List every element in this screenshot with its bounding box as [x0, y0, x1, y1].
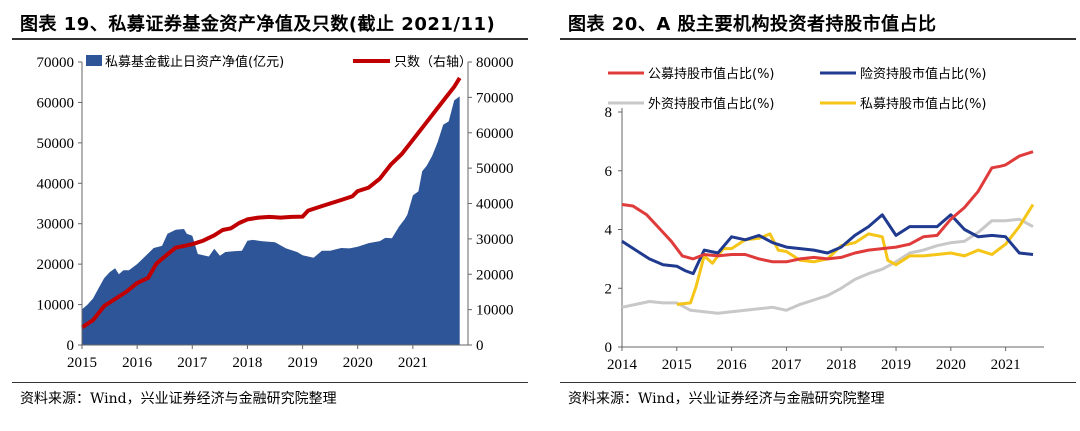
- source-note: 资料来源：Wind，兴业证券经济与金融研究院整理: [568, 391, 885, 407]
- x-tick-label: 2021: [398, 355, 428, 371]
- line-series-0: [621, 150, 1034, 264]
- left-tick-label: 10000: [37, 298, 75, 314]
- left-tick-label: 40000: [37, 176, 75, 192]
- chart-svg: 0 10000 20000 30000 40000 50000 60000 70000 0 100…: [37, 54, 514, 371]
- right-tick-label: 60000: [476, 126, 514, 142]
- left-tick-label: 50000: [37, 136, 75, 152]
- left-tick-label: 0: [67, 338, 75, 354]
- y-tick-label: 4: [605, 223, 613, 239]
- legend-label: 只数（右轴）: [394, 55, 472, 70]
- x-tick-label: 2021: [991, 357, 1021, 373]
- title-rule: [560, 38, 1076, 40]
- chart-panel-left: 图表 19、私募证券基金资产净值及只数(截止 2021/11) 0 10000 20…: [0, 0, 532, 431]
- x-tick-label: 2014: [607, 357, 638, 373]
- legend-label: 公募持股市值占比(%): [648, 66, 775, 82]
- source-rule: [560, 382, 1076, 383]
- right-tick-label: 50000: [476, 161, 514, 177]
- x-tick-label: 2019: [881, 357, 911, 373]
- source-note: 资料来源：Wind，兴业证券经济与金融研究院整理: [20, 391, 337, 407]
- right-tick-label: 0: [476, 338, 484, 354]
- right-tick-label: 80000: [476, 55, 514, 71]
- source-rule: [12, 382, 528, 383]
- x-tick-label: 2016: [717, 357, 748, 373]
- right-tick-label: 10000: [476, 303, 514, 319]
- x-tick-label: 2016: [122, 355, 153, 371]
- x-tick-label: 2018: [826, 357, 856, 373]
- legend-label: 外资持股市值占比(%): [648, 96, 775, 112]
- y-tick-label: 0: [605, 340, 613, 356]
- x-tick-label: 2017: [771, 357, 802, 373]
- y-tick-label: 6: [605, 164, 613, 180]
- y-tick-label: 2: [605, 281, 613, 297]
- chart-svg: 0 2 4 6 8 2014 2015 2016 2017 2018 2019 2020 2021 公募持…: [605, 66, 1044, 373]
- x-tick-label: 2020: [936, 357, 966, 373]
- x-tick-label: 2019: [288, 355, 318, 371]
- left-tick-label: 60000: [37, 95, 75, 111]
- chart-panel-right: 图表 20、A 股主要机构投资者持股市值占比 0 2 4 6 8 2014 2015 2016…: [548, 0, 1080, 431]
- legend-label: 私募持股市值占比(%): [860, 96, 987, 112]
- legend-label: 私募基金截止日资产净值(亿元): [105, 54, 284, 70]
- right-tick-label: 20000: [476, 267, 514, 283]
- chart-title: 图表 20、A 股主要机构投资者持股市值占比: [568, 14, 937, 35]
- x-tick-label: 2020: [343, 355, 373, 371]
- legend-label: 险资持股市值占比(%): [860, 66, 987, 82]
- x-tick-label: 2018: [232, 355, 262, 371]
- area-series-net-assets: [82, 96, 460, 346]
- x-tick-label: 2015: [662, 357, 692, 373]
- x-tick-label: 2015: [67, 355, 97, 371]
- x-tick-label: 2017: [177, 355, 208, 371]
- title-rule: [12, 38, 528, 40]
- left-tick-label: 20000: [37, 257, 75, 273]
- left-tick-label: 30000: [37, 217, 75, 233]
- left-tick-label: 70000: [37, 55, 75, 71]
- legend-swatch-area: [86, 55, 102, 66]
- right-tick-label: 70000: [476, 90, 514, 106]
- y-tick-label: 8: [605, 105, 613, 121]
- right-tick-label: 40000: [476, 197, 514, 213]
- line-series-1: [621, 213, 1034, 276]
- right-tick-label: 30000: [476, 232, 514, 248]
- chart-title: 图表 19、私募证券基金资产净值及只数(截止 2021/11): [20, 14, 496, 35]
- line-series-2: [621, 217, 1034, 315]
- line-series-fund-count: [80, 76, 462, 329]
